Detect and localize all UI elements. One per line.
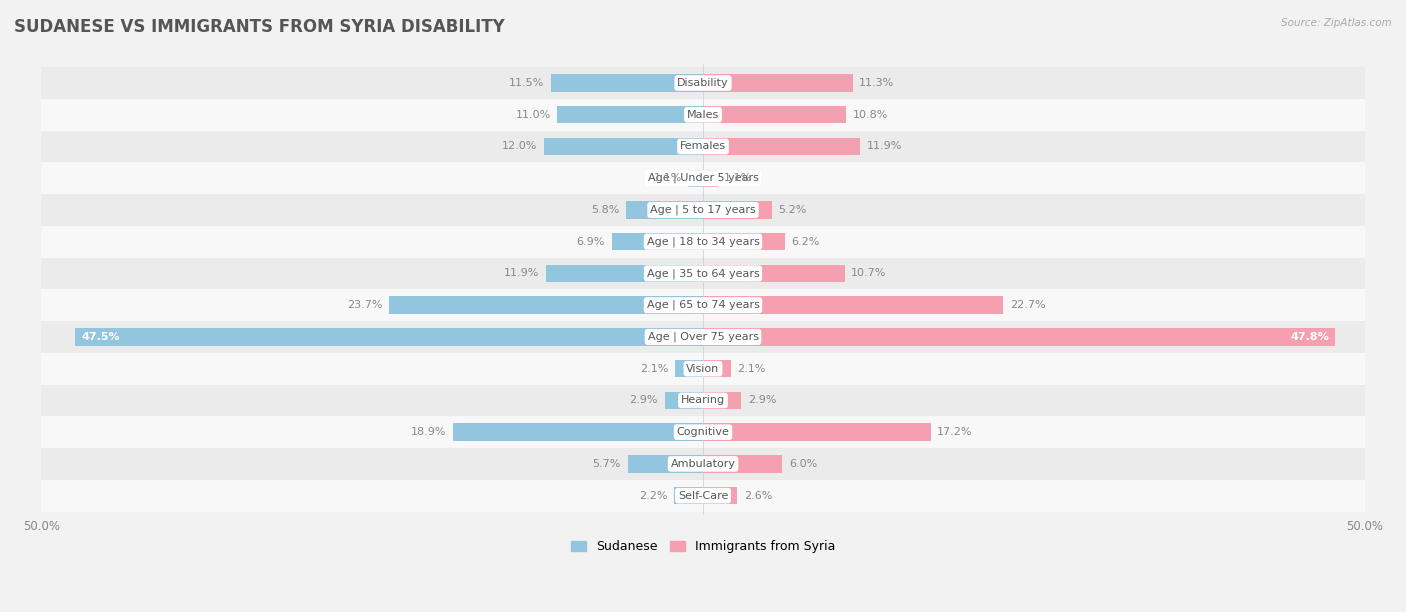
Bar xyxy=(703,392,741,409)
Text: 6.9%: 6.9% xyxy=(576,237,605,247)
Bar xyxy=(703,201,772,218)
Text: 5.8%: 5.8% xyxy=(592,205,620,215)
Text: 18.9%: 18.9% xyxy=(411,427,446,437)
Text: 2.9%: 2.9% xyxy=(748,395,776,405)
Bar xyxy=(689,170,703,187)
Text: Ambulatory: Ambulatory xyxy=(671,459,735,469)
Text: 47.8%: 47.8% xyxy=(1291,332,1329,342)
Text: 6.2%: 6.2% xyxy=(792,237,820,247)
Text: Disability: Disability xyxy=(678,78,728,88)
Bar xyxy=(703,296,1004,314)
Text: 6.0%: 6.0% xyxy=(789,459,817,469)
Bar xyxy=(703,487,737,504)
Bar xyxy=(551,74,703,92)
Bar xyxy=(626,201,703,218)
Bar xyxy=(673,487,703,504)
Bar xyxy=(41,384,1365,416)
Text: Females: Females xyxy=(681,141,725,152)
Bar xyxy=(703,455,782,472)
Text: 2.1%: 2.1% xyxy=(640,364,669,374)
Bar xyxy=(557,106,703,124)
Bar xyxy=(75,328,703,346)
Bar xyxy=(41,448,1365,480)
Bar xyxy=(41,480,1365,512)
Text: Self-Care: Self-Care xyxy=(678,491,728,501)
Bar xyxy=(703,138,860,155)
Text: Cognitive: Cognitive xyxy=(676,427,730,437)
Bar xyxy=(703,74,852,92)
Bar xyxy=(389,296,703,314)
Text: 2.1%: 2.1% xyxy=(737,364,766,374)
Text: 47.5%: 47.5% xyxy=(82,332,120,342)
Bar xyxy=(453,424,703,441)
Text: 2.2%: 2.2% xyxy=(638,491,668,501)
Text: Age | 18 to 34 years: Age | 18 to 34 years xyxy=(647,236,759,247)
Bar xyxy=(41,67,1365,99)
Text: 11.9%: 11.9% xyxy=(503,269,538,278)
Bar xyxy=(703,424,931,441)
Bar xyxy=(544,138,703,155)
Text: Age | 35 to 64 years: Age | 35 to 64 years xyxy=(647,268,759,278)
Bar xyxy=(41,162,1365,194)
Bar xyxy=(41,130,1365,162)
Text: 17.2%: 17.2% xyxy=(938,427,973,437)
Text: 2.9%: 2.9% xyxy=(630,395,658,405)
Text: Age | 65 to 74 years: Age | 65 to 74 years xyxy=(647,300,759,310)
Text: Source: ZipAtlas.com: Source: ZipAtlas.com xyxy=(1281,18,1392,28)
Text: 11.3%: 11.3% xyxy=(859,78,894,88)
Bar xyxy=(703,360,731,378)
Text: Age | Under 5 years: Age | Under 5 years xyxy=(648,173,758,184)
Bar xyxy=(41,226,1365,258)
Bar xyxy=(41,99,1365,130)
Bar xyxy=(41,416,1365,448)
Text: 10.7%: 10.7% xyxy=(851,269,887,278)
Text: 22.7%: 22.7% xyxy=(1010,300,1046,310)
Bar xyxy=(41,289,1365,321)
Bar xyxy=(703,233,785,250)
Bar xyxy=(703,106,846,124)
Bar xyxy=(41,194,1365,226)
Bar xyxy=(41,258,1365,289)
Text: Vision: Vision xyxy=(686,364,720,374)
Text: 12.0%: 12.0% xyxy=(502,141,537,152)
Text: 5.7%: 5.7% xyxy=(592,459,621,469)
Text: 10.8%: 10.8% xyxy=(852,110,887,120)
Text: 2.6%: 2.6% xyxy=(744,491,772,501)
Text: Hearing: Hearing xyxy=(681,395,725,405)
Bar xyxy=(665,392,703,409)
Text: 1.1%: 1.1% xyxy=(724,173,752,183)
Text: Males: Males xyxy=(688,110,718,120)
Bar xyxy=(703,328,1336,346)
Bar xyxy=(41,353,1365,384)
Bar xyxy=(675,360,703,378)
Text: 23.7%: 23.7% xyxy=(347,300,382,310)
Legend: Sudanese, Immigrants from Syria: Sudanese, Immigrants from Syria xyxy=(565,535,841,558)
Text: 11.0%: 11.0% xyxy=(516,110,551,120)
Text: Age | Over 75 years: Age | Over 75 years xyxy=(648,332,758,342)
Text: 11.9%: 11.9% xyxy=(868,141,903,152)
Bar xyxy=(627,455,703,472)
Bar xyxy=(612,233,703,250)
Text: Age | 5 to 17 years: Age | 5 to 17 years xyxy=(650,205,756,215)
Bar xyxy=(703,170,717,187)
Bar xyxy=(546,265,703,282)
Text: 11.5%: 11.5% xyxy=(509,78,544,88)
Text: SUDANESE VS IMMIGRANTS FROM SYRIA DISABILITY: SUDANESE VS IMMIGRANTS FROM SYRIA DISABI… xyxy=(14,18,505,36)
Bar xyxy=(41,321,1365,353)
Bar xyxy=(703,265,845,282)
Text: 1.1%: 1.1% xyxy=(654,173,682,183)
Text: 5.2%: 5.2% xyxy=(779,205,807,215)
